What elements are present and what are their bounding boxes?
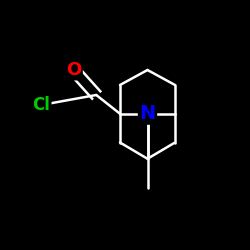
Text: N: N (140, 104, 156, 123)
Text: O: O (66, 61, 82, 79)
Text: Cl: Cl (32, 96, 50, 114)
